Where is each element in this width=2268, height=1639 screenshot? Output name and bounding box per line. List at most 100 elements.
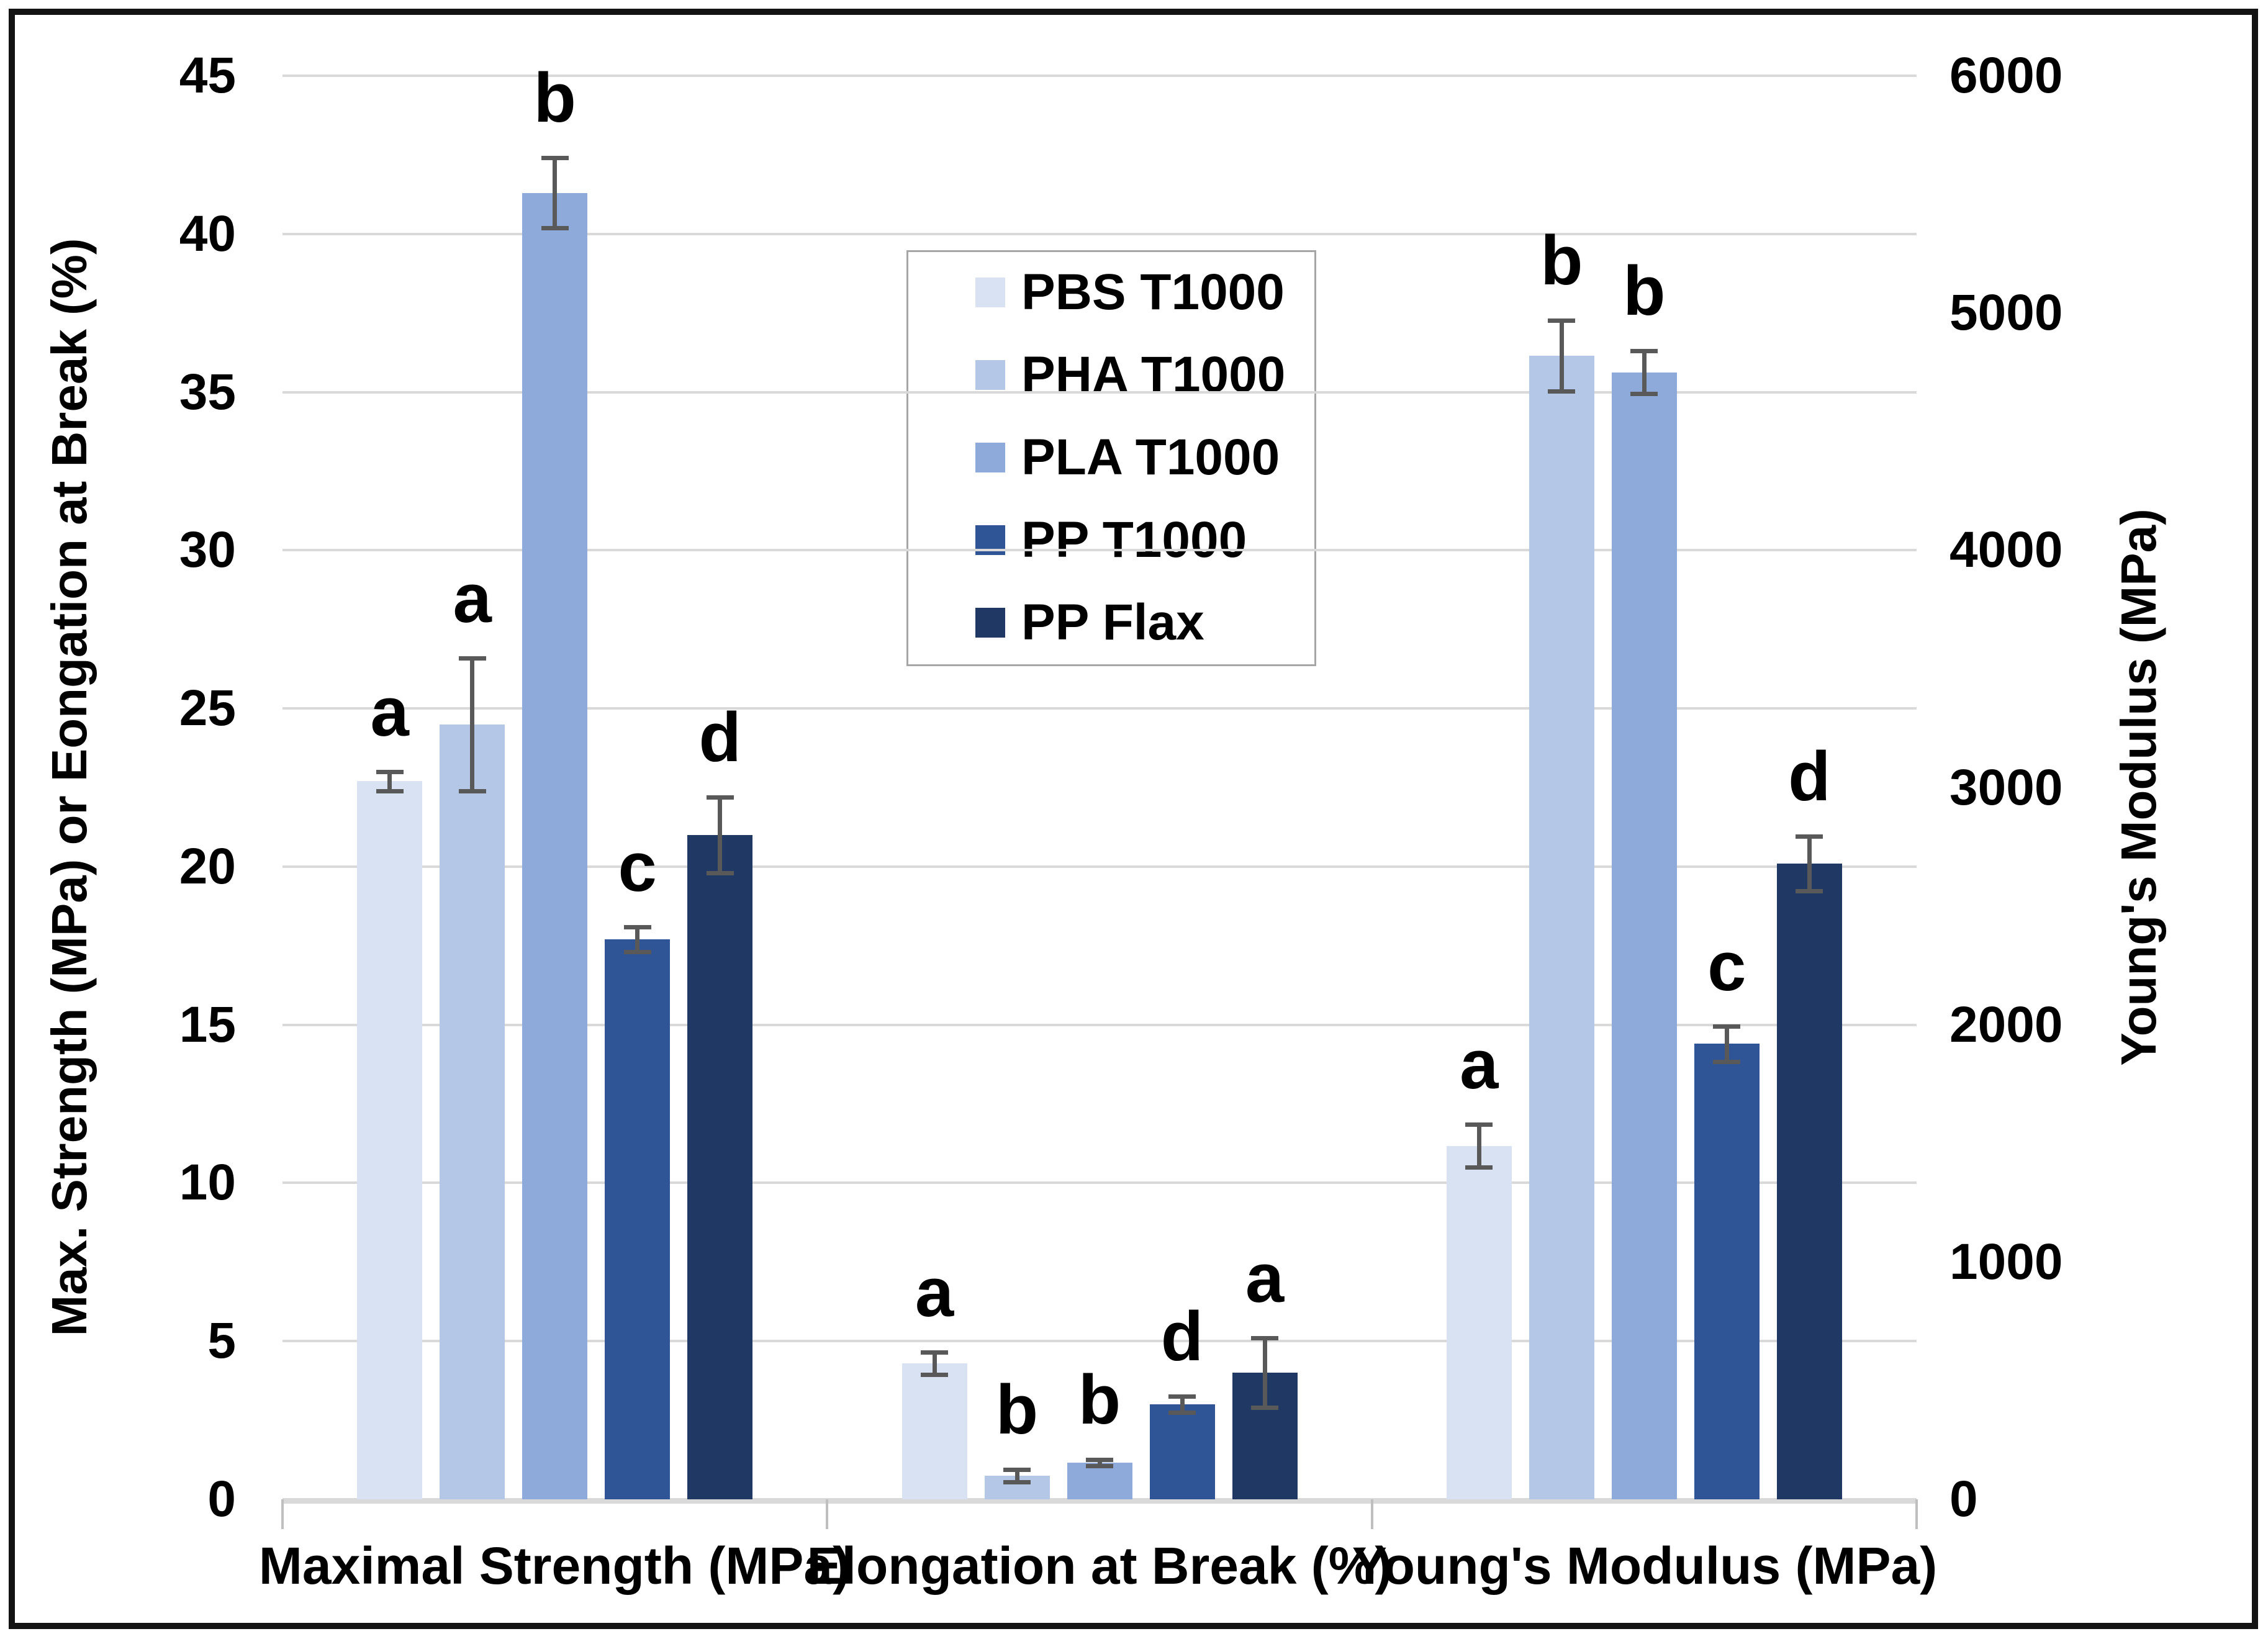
error-bar-cap-bottom (1796, 888, 1823, 893)
legend-swatch-pp-flax (975, 608, 1005, 638)
left-axis-tick-20: 20 (179, 838, 236, 895)
bar-pp-t1000-cat3 (1694, 1044, 1760, 1499)
bar-pp-flax-cat1 (687, 834, 753, 1499)
bar-pbs-t1000-cat2 (901, 1363, 967, 1499)
x-axis-boundary-tick (1915, 1499, 1918, 1529)
significance-letter-a: a (1460, 1026, 1499, 1104)
significance-letter-b: b (995, 1370, 1039, 1448)
error-bar-cap-top (921, 1350, 948, 1355)
bar-pp-t1000-cat2 (1149, 1404, 1215, 1499)
significance-letter-a: a (915, 1253, 954, 1332)
significance-letter-a: a (1245, 1239, 1285, 1317)
bar-pp-t1000-cat1 (605, 939, 671, 1499)
significance-letter-c: c (1707, 927, 1746, 1005)
bar-pla-t1000-cat1 (522, 192, 588, 1499)
error-bar-cap-top (706, 795, 734, 800)
error-bar-cap-bottom (541, 225, 569, 230)
significance-letter-b: b (1623, 252, 1666, 330)
legend: PBS T1000 PHA T1000 PLA T1000 PP T1000 P… (906, 250, 1316, 666)
error-bar-cap-top (541, 156, 569, 161)
x-axis-boundary-tick (1370, 1499, 1373, 1529)
error-bar-cap-top (376, 770, 404, 775)
error-bar-line (1180, 1396, 1185, 1412)
bar-pp-flax-cat3 (1776, 863, 1842, 1499)
error-bar-cap-bottom (1630, 392, 1658, 397)
error-bar-cap-bottom (706, 871, 734, 876)
error-bar-line (1724, 1026, 1729, 1062)
right-axis-tick-1000: 1000 (1949, 1233, 2063, 1290)
bar-pha-t1000-cat3 (1529, 355, 1594, 1499)
error-bar-cap-top (1086, 1458, 1113, 1463)
error-bar-cap-bottom (1086, 1464, 1113, 1469)
error-bar-cap-bottom (623, 950, 651, 955)
significance-letter-b: b (1540, 221, 1583, 299)
bar-pha-t1000-cat1 (440, 724, 505, 1499)
gridline-15 (282, 1023, 1917, 1026)
legend-item-pp-t1000: PP T1000 (908, 509, 1314, 571)
error-bar-cap-bottom (1003, 1479, 1031, 1484)
left-axis-tick-10: 10 (179, 1154, 236, 1211)
left-axis-tick-0: 0 (207, 1471, 236, 1527)
legend-item-pp-flax: PP Flax (908, 592, 1314, 654)
error-bar-cap-top (1168, 1394, 1196, 1399)
legend-label-pla-t1000: PLA T1000 (1021, 429, 1280, 485)
left-axis-tick-5: 5 (207, 1312, 236, 1370)
category-label-maximal-strength: Maximal Strength (MPa) (258, 1537, 851, 1595)
legend-swatch-pla-t1000 (975, 443, 1005, 472)
right-axis-tick-2000: 2000 (1949, 996, 2063, 1053)
right-axis-tick-3000: 3000 (1949, 759, 2063, 816)
error-bar-cap-top (1465, 1122, 1493, 1127)
error-bar-cap-bottom (376, 788, 404, 793)
significance-letter-c: c (618, 828, 657, 906)
error-bar-line (1559, 320, 1564, 392)
error-bar-line (1097, 1460, 1102, 1466)
significance-letter-b: b (1078, 1361, 1121, 1439)
gridline-45 (282, 74, 1917, 77)
x-axis-boundary-tick (826, 1499, 829, 1529)
error-bar-line (553, 158, 558, 228)
legend-swatch-pha-t1000 (975, 360, 1005, 390)
error-bar-cap-top (1003, 1467, 1031, 1472)
significance-letter-d: d (1788, 737, 1831, 815)
significance-letter-a: a (370, 673, 409, 751)
legend-label-pha-t1000: PHA T1000 (1021, 346, 1286, 403)
legend-label-pp-flax: PP Flax (1021, 594, 1204, 651)
gridline-20 (282, 865, 1917, 868)
category-label-elongation: Elongation at Break (%) (806, 1537, 1393, 1595)
significance-letter-b: b (533, 59, 576, 137)
error-bar-cap-bottom (921, 1372, 948, 1377)
significance-letter-a: a (453, 559, 492, 637)
legend-label-pp-t1000: PP T1000 (1021, 512, 1247, 568)
gridline-40 (282, 232, 1917, 235)
error-bar-cap-top (1796, 834, 1823, 839)
error-bar-cap-bottom (1465, 1165, 1493, 1170)
error-bar-cap-bottom (1713, 1059, 1741, 1064)
gridline-35 (282, 391, 1917, 394)
error-bar-line (635, 926, 640, 952)
error-bar-cap-top (458, 656, 486, 661)
error-bar-cap-bottom (1251, 1406, 1278, 1411)
legend-label-pbs-t1000: PBS T1000 (1021, 264, 1285, 320)
right-axis-tick-5000: 5000 (1949, 284, 2063, 341)
error-bar-line (387, 772, 392, 791)
legend-item-pha-t1000: PHA T1000 (908, 344, 1314, 406)
bar-pla-t1000-cat3 (1611, 372, 1677, 1499)
error-bar-line (1476, 1124, 1481, 1167)
x-axis-boundary-tick (281, 1499, 284, 1529)
left-axis-title: Max. Strength (MPa) or Eongation at Brea… (42, 238, 97, 1337)
significance-letter-d: d (698, 698, 741, 776)
legend-swatch-pbs-t1000 (975, 278, 1005, 307)
left-axis-tick-30: 30 (179, 522, 236, 579)
error-bar-cap-bottom (1548, 389, 1576, 394)
bar-pbs-t1000-cat3 (1446, 1145, 1512, 1499)
left-axis-tick-35: 35 (179, 363, 236, 420)
error-bar-line (1014, 1469, 1019, 1482)
error-bar-line (1262, 1338, 1267, 1408)
category-label-youngs-modulus: Young's Modulus (MPa) (1352, 1537, 1938, 1595)
error-bar-line (1642, 351, 1647, 394)
error-bar-cap-top (1713, 1024, 1741, 1029)
right-axis-tick-4000: 4000 (1949, 522, 2063, 579)
error-bar-cap-top (1630, 349, 1658, 354)
x-axis-line (282, 1498, 1917, 1504)
legend-item-pbs-t1000: PBS T1000 (908, 261, 1314, 323)
